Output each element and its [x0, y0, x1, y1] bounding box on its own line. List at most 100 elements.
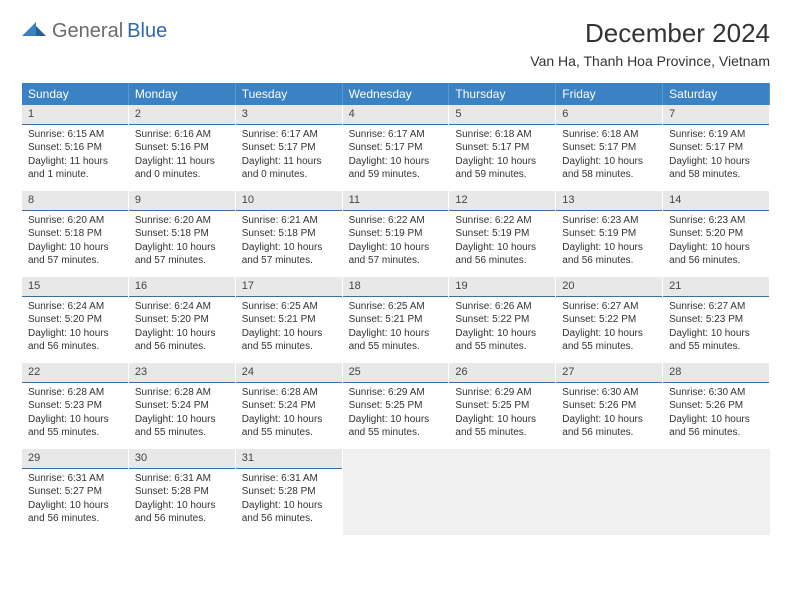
- day-daylight: Daylight: 10 hours and 55 minutes.: [135, 413, 229, 440]
- day-sunset: Sunset: 5:17 PM: [349, 141, 443, 155]
- day-body: Sunrise: 6:18 AMSunset: 5:17 PMDaylight:…: [556, 125, 662, 186]
- dow-cell: Sunday: [22, 83, 129, 105]
- day-sunrise: Sunrise: 6:25 AM: [242, 300, 336, 314]
- day-body: Sunrise: 6:20 AMSunset: 5:18 PMDaylight:…: [22, 211, 128, 272]
- day-sunrise: Sunrise: 6:17 AM: [349, 128, 443, 142]
- day-daylight: Daylight: 10 hours and 56 minutes.: [28, 499, 122, 526]
- day-cell: 17Sunrise: 6:25 AMSunset: 5:21 PMDayligh…: [236, 277, 343, 363]
- day-sunset: Sunset: 5:16 PM: [135, 141, 229, 155]
- day-body: Sunrise: 6:15 AMSunset: 5:16 PMDaylight:…: [22, 125, 128, 186]
- day-daylight: Daylight: 10 hours and 56 minutes.: [135, 327, 229, 354]
- day-sunset: Sunset: 5:28 PM: [135, 485, 229, 499]
- day-sunrise: Sunrise: 6:31 AM: [135, 472, 229, 486]
- day-body: Sunrise: 6:23 AMSunset: 5:19 PMDaylight:…: [556, 211, 662, 272]
- day-number: 4: [343, 105, 449, 125]
- day-daylight: Daylight: 10 hours and 59 minutes.: [455, 155, 549, 182]
- day-number: 7: [663, 105, 769, 125]
- day-number: 18: [343, 277, 449, 297]
- day-sunset: Sunset: 5:25 PM: [455, 399, 549, 413]
- day-number: 31: [236, 449, 342, 469]
- day-body: Sunrise: 6:28 AMSunset: 5:23 PMDaylight:…: [22, 383, 128, 444]
- day-daylight: Daylight: 10 hours and 55 minutes.: [349, 413, 443, 440]
- day-number: 25: [343, 363, 449, 383]
- day-sunrise: Sunrise: 6:18 AM: [455, 128, 549, 142]
- calendar: SundayMondayTuesdayWednesdayThursdayFrid…: [22, 83, 770, 535]
- logo-icon: [22, 18, 48, 45]
- day-sunset: Sunset: 5:24 PM: [242, 399, 336, 413]
- day-number: 12: [449, 191, 555, 211]
- brand-logo: GeneralBlue: [22, 18, 167, 45]
- week-row: 29Sunrise: 6:31 AMSunset: 5:27 PMDayligh…: [22, 449, 770, 535]
- day-sunrise: Sunrise: 6:28 AM: [242, 386, 336, 400]
- day-number: 14: [663, 191, 769, 211]
- day-sunset: Sunset: 5:17 PM: [242, 141, 336, 155]
- day-daylight: Daylight: 10 hours and 55 minutes.: [455, 413, 549, 440]
- day-cell: 14Sunrise: 6:23 AMSunset: 5:20 PMDayligh…: [663, 191, 770, 277]
- day-sunrise: Sunrise: 6:27 AM: [669, 300, 763, 314]
- day-body: Sunrise: 6:25 AMSunset: 5:21 PMDaylight:…: [236, 297, 342, 358]
- day-sunset: Sunset: 5:23 PM: [669, 313, 763, 327]
- day-daylight: Daylight: 10 hours and 55 minutes.: [669, 327, 763, 354]
- month-title: December 2024: [530, 18, 770, 49]
- day-number: 2: [129, 105, 235, 125]
- dow-cell: Monday: [129, 83, 236, 105]
- day-cell: 18Sunrise: 6:25 AMSunset: 5:21 PMDayligh…: [343, 277, 450, 363]
- day-daylight: Daylight: 10 hours and 55 minutes.: [562, 327, 656, 354]
- day-sunset: Sunset: 5:19 PM: [562, 227, 656, 241]
- day-sunrise: Sunrise: 6:31 AM: [28, 472, 122, 486]
- day-daylight: Daylight: 10 hours and 55 minutes.: [455, 327, 549, 354]
- day-sunrise: Sunrise: 6:28 AM: [28, 386, 122, 400]
- day-sunrise: Sunrise: 6:31 AM: [242, 472, 336, 486]
- day-sunset: Sunset: 5:17 PM: [562, 141, 656, 155]
- days-of-week-row: SundayMondayTuesdayWednesdayThursdayFrid…: [22, 83, 770, 105]
- day-daylight: Daylight: 11 hours and 0 minutes.: [135, 155, 229, 182]
- day-cell: 24Sunrise: 6:28 AMSunset: 5:24 PMDayligh…: [236, 363, 343, 449]
- day-sunset: Sunset: 5:17 PM: [455, 141, 549, 155]
- day-number: 6: [556, 105, 662, 125]
- day-number: 5: [449, 105, 555, 125]
- day-cell: 19Sunrise: 6:26 AMSunset: 5:22 PMDayligh…: [449, 277, 556, 363]
- day-sunrise: Sunrise: 6:24 AM: [28, 300, 122, 314]
- day-cell: 25 Sunrise: 6:29 AMSunset: 5:25 PMDayligh…: [343, 363, 450, 449]
- day-sunrise: Sunrise: 6:29 AM: [349, 386, 443, 400]
- day-daylight: Daylight: 10 hours and 58 minutes.: [562, 155, 656, 182]
- day-sunrise: Sunrise: 6:20 AM: [135, 214, 229, 228]
- day-sunset: Sunset: 5:25 PM: [349, 399, 443, 413]
- day-blank: [449, 449, 556, 535]
- day-number: 13: [556, 191, 662, 211]
- day-cell: 3Sunrise: 6:17 AMSunset: 5:17 PMDaylight…: [236, 105, 343, 191]
- day-daylight: Daylight: 10 hours and 56 minutes.: [242, 499, 336, 526]
- day-number: 17: [236, 277, 342, 297]
- day-sunrise: Sunrise: 6:22 AM: [455, 214, 549, 228]
- day-sunset: Sunset: 5:18 PM: [28, 227, 122, 241]
- day-number: 30: [129, 449, 235, 469]
- day-body: Sunrise: 6:23 AMSunset: 5:20 PMDaylight:…: [663, 211, 769, 272]
- day-body: Sunrise: 6:19 AMSunset: 5:17 PMDaylight:…: [663, 125, 769, 186]
- day-body: Sunrise: 6:17 AMSunset: 5:17 PMDaylight:…: [236, 125, 342, 186]
- day-cell: 29Sunrise: 6:31 AMSunset: 5:27 PMDayligh…: [22, 449, 129, 535]
- day-sunset: Sunset: 5:19 PM: [455, 227, 549, 241]
- day-body: Sunrise: 6:27 AMSunset: 5:23 PMDaylight:…: [663, 297, 769, 358]
- day-number: 21: [663, 277, 769, 297]
- day-cell: 22Sunrise: 6:28 AMSunset: 5:23 PMDayligh…: [22, 363, 129, 449]
- brand-word1: General: [52, 20, 123, 43]
- day-body: Sunrise: 6:16 AMSunset: 5:16 PMDaylight:…: [129, 125, 235, 186]
- dow-cell: Friday: [556, 83, 663, 105]
- day-number: 20: [556, 277, 662, 297]
- dow-cell: Thursday: [449, 83, 556, 105]
- day-number: 10: [236, 191, 342, 211]
- day-cell: 7Sunrise: 6:19 AMSunset: 5:17 PMDaylight…: [663, 105, 770, 191]
- day-sunset: Sunset: 5:21 PM: [349, 313, 443, 327]
- day-sunrise: Sunrise: 6:30 AM: [562, 386, 656, 400]
- day-number: 23: [129, 363, 235, 383]
- day-sunset: Sunset: 5:26 PM: [669, 399, 763, 413]
- day-sunrise: Sunrise: 6:27 AM: [562, 300, 656, 314]
- day-cell: 21Sunrise: 6:27 AMSunset: 5:23 PMDayligh…: [663, 277, 770, 363]
- day-number: 16: [129, 277, 235, 297]
- day-body: Sunrise: 6:25 AMSunset: 5:21 PMDaylight:…: [343, 297, 449, 358]
- day-cell: 28Sunrise: 6:30 AMSunset: 5:26 PMDayligh…: [663, 363, 770, 449]
- dow-cell: Wednesday: [343, 83, 450, 105]
- day-daylight: Daylight: 11 hours and 1 minute.: [28, 155, 122, 182]
- day-cell: 26Sunrise: 6:29 AMSunset: 5:25 PMDayligh…: [449, 363, 556, 449]
- day-daylight: Daylight: 10 hours and 55 minutes.: [28, 413, 122, 440]
